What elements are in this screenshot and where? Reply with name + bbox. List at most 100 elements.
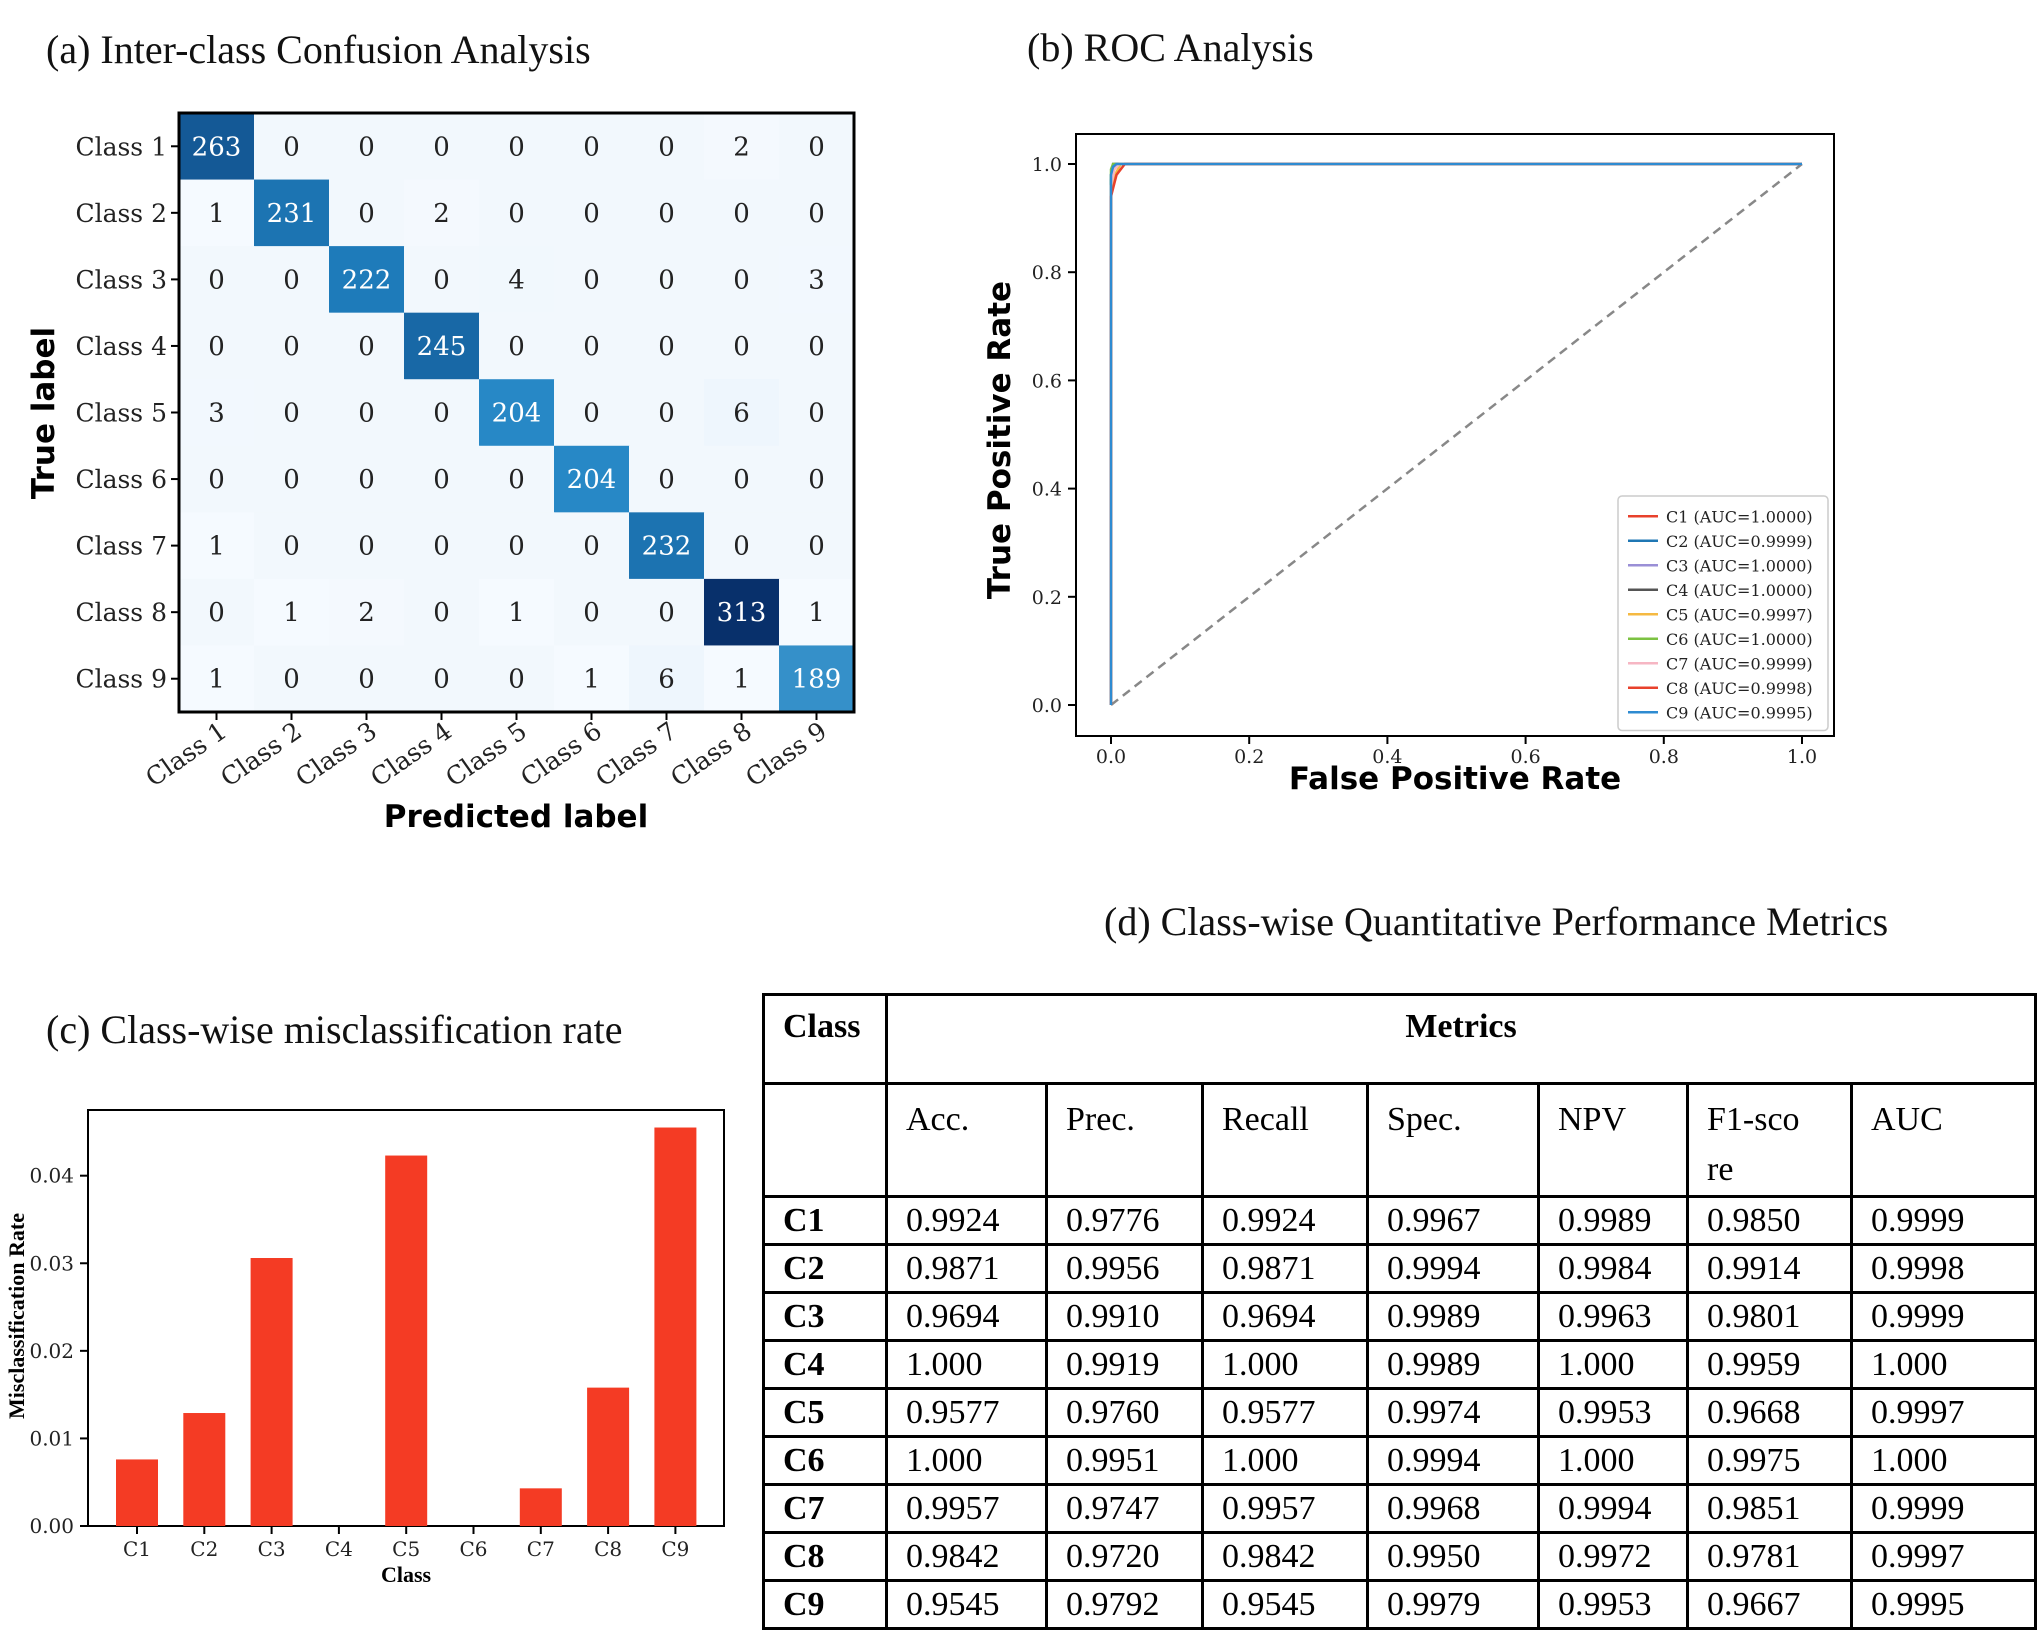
metrics-value-cell: 0.9999 — [1849, 1195, 2037, 1246]
bar-x-tick-label: C4 — [325, 1537, 353, 1561]
confusion-value: 0 — [808, 465, 825, 495]
confusion-cell — [704, 312, 780, 380]
confusion-x-tick-label: Class 3 — [290, 716, 382, 792]
confusion-value: 1 — [208, 532, 225, 562]
metrics-value-cell: 0.9776 — [1045, 1195, 1204, 1246]
metrics-value-cell: 0.9957 — [885, 1483, 1048, 1534]
confusion-value: 0 — [733, 532, 750, 562]
confusion-cell — [479, 512, 555, 580]
metrics-value-cell: 0.9924 — [1201, 1195, 1369, 1246]
confusion-cell — [779, 246, 855, 314]
metrics-value-cell: 0.9924 — [885, 1195, 1048, 1246]
metrics-value-cell: 0.9720 — [1045, 1531, 1204, 1582]
bar-y-tick-label: 0.02 — [29, 1339, 74, 1363]
metrics-value-cell: 0.9545 — [885, 1579, 1048, 1630]
confusion-value: 0 — [583, 199, 600, 229]
metrics-row: C2 0.9871 0.9956 0.9871 0.9994 0.9984 0.9914 0.… — [762, 1243, 2037, 1294]
misclassification-bar — [385, 1155, 428, 1526]
confusion-value: 0 — [658, 199, 675, 229]
confusion-cell — [629, 113, 705, 181]
confusion-x-tick-label: Class 2 — [215, 716, 307, 792]
confusion-value: 313 — [717, 598, 767, 628]
bar-y-axis-label: Misclassification Rate — [4, 1213, 29, 1419]
metrics-value-cell: 1.000 — [1201, 1435, 1369, 1486]
confusion-y-axis-label: True label — [26, 327, 62, 499]
confusion-value: 0 — [283, 332, 300, 362]
confusion-cell — [704, 512, 780, 580]
confusion-value: 0 — [583, 132, 600, 162]
metrics-value-cell: 1.000 — [885, 1339, 1048, 1390]
confusion-x-tick-label: Class 8 — [665, 716, 757, 792]
roc-legend-entry: C3 (AUC=1.0000) — [1666, 556, 1813, 575]
confusion-cell — [629, 445, 705, 513]
confusion-value: 231 — [267, 199, 317, 229]
confusion-y-tick-label: Class 7 — [75, 532, 167, 561]
confusion-matrix-frame — [177, 111, 856, 714]
confusion-value: 0 — [433, 465, 450, 495]
metrics-value-cell: 0.9953 — [1537, 1387, 1689, 1438]
metrics-value-cell: 0.9959 — [1686, 1339, 1853, 1390]
confusion-value: 0 — [808, 399, 825, 429]
confusion-cell — [479, 379, 555, 447]
confusion-value: 0 — [583, 332, 600, 362]
confusion-value: 0 — [583, 399, 600, 429]
confusion-cell — [704, 179, 780, 247]
confusion-cell — [404, 512, 480, 580]
confusion-value: 0 — [358, 665, 375, 695]
confusion-value: 0 — [508, 332, 525, 362]
confusion-cell — [179, 512, 255, 580]
confusion-cell — [329, 445, 405, 513]
confusion-value: 0 — [658, 332, 675, 362]
confusion-cell — [254, 512, 330, 580]
confusion-value: 0 — [283, 532, 300, 562]
metrics-table: Class Metrics Acc. Prec. Recall Spec. NPV F1-… — [762, 993, 2037, 1630]
confusion-y-tick-label: Class 8 — [75, 598, 167, 627]
confusion-cell — [704, 246, 780, 314]
confusion-x-tick-label: Class 9 — [740, 716, 832, 792]
confusion-cell — [254, 113, 330, 181]
confusion-cell — [254, 645, 330, 713]
roc-legend-entry: C7 (AUC=0.9999) — [1666, 654, 1813, 673]
confusion-value: 0 — [358, 332, 375, 362]
metrics-value-cell: 0.9957 — [1201, 1483, 1369, 1534]
metrics-row: C5 0.9577 0.9760 0.9577 0.9974 0.9953 0.9668 0.… — [762, 1387, 2037, 1438]
confusion-cell — [554, 113, 630, 181]
roc-y-tick-label: 0.2 — [1032, 587, 1062, 609]
metrics-value-cell: 0.9577 — [1201, 1387, 1369, 1438]
confusion-value: 0 — [508, 132, 525, 162]
metrics-value-cell: 0.9842 — [885, 1531, 1048, 1582]
confusion-cell — [329, 246, 405, 314]
roc-x-tick-label: 0.0 — [1096, 746, 1126, 768]
confusion-value: 0 — [583, 598, 600, 628]
metrics-row: C7 0.9957 0.9747 0.9957 0.9968 0.9994 0.9851 0.… — [762, 1483, 2037, 1534]
metrics-class-cell: C2 — [762, 1243, 888, 1294]
roc-y-axis-label: True Positive Rate — [982, 281, 1018, 599]
metrics-value-cell: 0.9998 — [1849, 1243, 2037, 1294]
confusion-cell — [254, 179, 330, 247]
misclassification-bar — [250, 1258, 293, 1526]
confusion-cell — [179, 179, 255, 247]
roc-y-tick-label: 0.4 — [1032, 479, 1062, 501]
confusion-cell — [254, 379, 330, 447]
confusion-cell — [779, 113, 855, 181]
confusion-value: 204 — [567, 465, 617, 495]
roc-legend-entry: C5 (AUC=0.9997) — [1666, 605, 1813, 624]
roc-x-tick-label: 0.6 — [1510, 746, 1540, 768]
confusion-value: 0 — [208, 598, 225, 628]
misclassification-bar — [183, 1413, 226, 1526]
caption-misclassification: (c) Class-wise misclassification rate — [46, 1007, 623, 1052]
confusion-value: 0 — [808, 199, 825, 229]
confusion-x-tick-label: Class 5 — [440, 716, 532, 792]
metric-column-header: Spec. — [1366, 1082, 1540, 1198]
confusion-value: 222 — [342, 265, 392, 295]
confusion-value: 0 — [733, 465, 750, 495]
confusion-cell — [254, 445, 330, 513]
metrics-value-cell: 0.9871 — [1201, 1243, 1369, 1294]
metrics-value-cell: 0.9984 — [1537, 1243, 1689, 1294]
confusion-value: 6 — [658, 665, 675, 695]
bar-x-tick-label: C7 — [527, 1537, 555, 1561]
confusion-value: 0 — [433, 598, 450, 628]
confusion-value: 1 — [208, 665, 225, 695]
confusion-value: 0 — [208, 465, 225, 495]
metrics-value-cell: 0.9997 — [1849, 1531, 2037, 1582]
